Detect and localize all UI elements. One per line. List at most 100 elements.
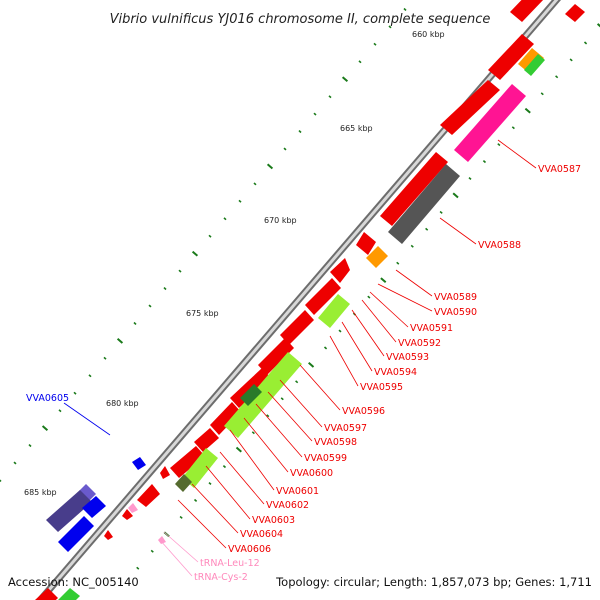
gene-arrow: [366, 246, 388, 268]
trna-label[interactable]: tRNA-Cys-2: [194, 572, 248, 583]
scale-tick: [266, 163, 274, 170]
gene-label[interactable]: VVA0606: [228, 544, 271, 555]
scale-tick: [208, 482, 212, 485]
scale-tick: [338, 329, 342, 333]
scale-tick: [410, 244, 414, 248]
leader-line: [299, 364, 341, 411]
gene-arrow: [137, 484, 160, 507]
leader-line: [255, 403, 303, 458]
map-title: Vibrio vulnificus YJ016 chromosome II, c…: [110, 12, 491, 27]
gene-arrow: [128, 503, 138, 513]
gene-arrow: [122, 509, 133, 520]
scale-tick: [298, 130, 302, 134]
scale-tick: [358, 60, 362, 64]
trna-label[interactable]: tRNA-Leu-12: [200, 558, 260, 569]
gene-label[interactable]: VVA0592: [398, 338, 441, 349]
scale-tick: [555, 75, 559, 79]
gene-label[interactable]: VVA0605: [26, 393, 69, 404]
kbp-label: 665 kbp: [340, 124, 373, 133]
gene-arrow: [330, 258, 350, 283]
scale-ticks: [0, 7, 600, 570]
scale-tick: [497, 143, 501, 147]
scale-tick: [28, 444, 32, 448]
leader-line: [395, 269, 433, 297]
scale-tick: [388, 25, 392, 29]
gene-label[interactable]: VVA0601: [276, 486, 319, 497]
scale-tick: [583, 41, 588, 45]
scale-tick: [295, 380, 299, 384]
gene-label[interactable]: VVA0588: [478, 240, 521, 251]
leader-line: [159, 539, 193, 577]
scale-tick: [280, 397, 284, 401]
leader-line: [219, 451, 265, 505]
gene-label[interactable]: VVA0598: [314, 437, 357, 448]
gene-label[interactable]: VVA0596: [342, 406, 385, 417]
scale-tick: [41, 425, 49, 431]
scale-tick: [596, 23, 600, 28]
gene-arrow: [158, 536, 166, 544]
gene-arrow: [194, 428, 219, 452]
gene-label[interactable]: VVA0604: [240, 529, 283, 540]
gene-arrow: [104, 530, 113, 540]
gene-label[interactable]: VVA0589: [434, 292, 477, 303]
gene-label[interactable]: VVA0590: [434, 307, 477, 318]
scale-tick: [179, 515, 183, 519]
scale-tick: [116, 338, 124, 344]
kbp-label: 680 kbp: [106, 399, 139, 408]
gene-arrow: [454, 84, 526, 162]
left-strand-genes: [46, 484, 106, 552]
leader-line: [369, 291, 409, 328]
gene-arrow: [440, 80, 500, 135]
scale-tick: [283, 147, 287, 151]
gene-arrow: [132, 457, 146, 470]
gene-arrow: [58, 588, 80, 600]
scale-tick: [208, 234, 212, 238]
scale-tick: [150, 549, 154, 553]
scale-tick: [425, 227, 429, 231]
scale-tick: [373, 42, 377, 46]
scale-tick: [468, 177, 472, 180]
scale-tick: [380, 277, 387, 284]
gene-label[interactable]: VVA0603: [252, 515, 295, 526]
gene-arrow: [318, 294, 350, 328]
scale-tick: [73, 391, 77, 395]
gene-arrow: [224, 352, 302, 438]
scale-tick: [328, 95, 332, 99]
gene-label[interactable]: VVA0587: [538, 164, 581, 175]
kbp-label: 685 kbp: [24, 488, 57, 497]
gene-arrow: [46, 490, 92, 532]
leader-line: [163, 531, 199, 563]
scale-tick: [133, 321, 137, 325]
gene-arrow: [175, 474, 192, 492]
gene-label[interactable]: VVA0599: [304, 453, 347, 464]
scale-tick: [148, 304, 152, 308]
gene-arrow: [182, 448, 218, 488]
gene-label[interactable]: VVA0595: [360, 382, 403, 393]
gene-label[interactable]: VVA0602: [266, 500, 309, 511]
leader-line: [63, 402, 111, 436]
gene-labels: VVA0587 VVA0588 VVA0589 VVA0590 VVA0591 …: [26, 164, 581, 583]
scale-tick: [511, 126, 515, 130]
gene-arrow: [280, 310, 314, 345]
gene-label[interactable]: VVA0591: [410, 323, 453, 334]
scale-tick: [235, 446, 242, 453]
leader-line: [191, 483, 239, 534]
scale-tick: [308, 362, 315, 368]
gene-arrow: [518, 48, 544, 74]
scale-tick: [103, 356, 107, 360]
gene-arrow: [305, 278, 341, 315]
leader-line: [205, 465, 251, 520]
gene-label[interactable]: VVA0594: [374, 367, 417, 378]
gene-arrow: [160, 466, 170, 479]
scale-tick: [253, 182, 257, 186]
leader-line: [361, 299, 397, 343]
gene-arrow: [210, 402, 241, 435]
leader-line: [351, 309, 385, 357]
gene-label[interactable]: VVA0593: [386, 352, 429, 363]
scale-tick: [439, 210, 443, 214]
gene-arrow: [380, 152, 448, 226]
gene-label[interactable]: VVA0600: [290, 468, 333, 479]
scale-tick: [367, 295, 371, 299]
scale-tick: [222, 465, 227, 469]
gene-label[interactable]: VVA0597: [324, 423, 367, 434]
